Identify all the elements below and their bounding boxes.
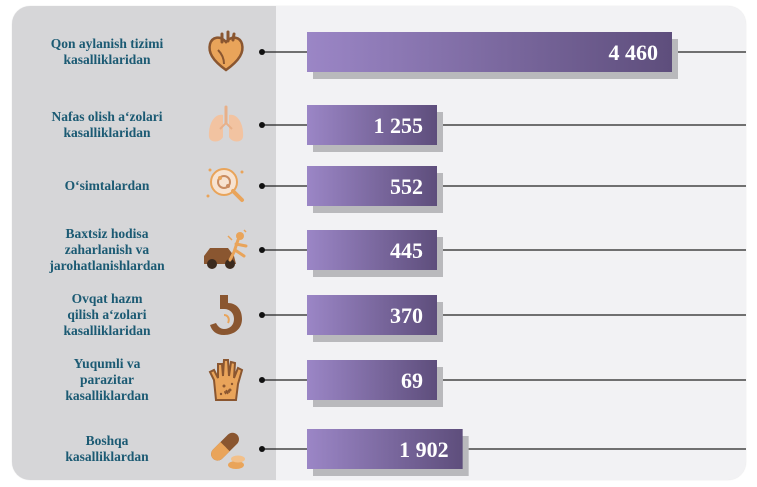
category-label-line: Yuqumli va (73, 356, 141, 371)
row-connector-dot (259, 377, 265, 383)
category-label: Baxtsiz hodisa zaharlanish va jarohatlanis… (12, 226, 202, 274)
category-label-line: parazitar (80, 372, 134, 387)
bar (307, 166, 437, 206)
category-label-line: Baxtsiz hodisa (65, 226, 149, 241)
bar (307, 32, 672, 72)
category-label-line: Ovqat hazm (71, 291, 143, 306)
category-label: Qon aylanish tizimi kasalliklaridan (12, 36, 202, 68)
bar-value-label: 69 (401, 368, 423, 393)
row-connector-dot (259, 183, 265, 189)
cell-magnifier-icon (202, 162, 250, 210)
category-label-line: kasalliklaridan (63, 125, 151, 140)
category-label-line: kasalliklardan (65, 449, 149, 464)
bar-value-label: 552 (390, 174, 423, 199)
category-label-line: kasalliklardan (65, 388, 149, 403)
bar (307, 360, 437, 400)
category-label-line: Boshqa (85, 433, 129, 448)
bar-value-label: 1 902 (399, 437, 449, 462)
bar-value-label: 445 (390, 238, 423, 263)
stomach-icon (202, 291, 250, 339)
bar-value-label: 1 255 (374, 113, 424, 138)
row-connector-dot (259, 446, 265, 452)
category-label: Boshqa kasalliklardan (12, 433, 202, 465)
category-label: O‘simtalardan (12, 178, 202, 194)
bar (307, 295, 437, 335)
category-label-line: O‘simtalardan (64, 178, 150, 193)
category-label-line: kasalliklaridan (63, 52, 151, 67)
category-label-line: Nafas olish a‘zolari (51, 109, 163, 124)
bar (307, 230, 437, 270)
bar (307, 429, 463, 469)
row-connector-dot (259, 49, 265, 55)
pills-icon (202, 425, 250, 473)
category-label-line: qilish a‘zolari (67, 307, 147, 322)
row-connector-dot (259, 247, 265, 253)
row-connector-dot (259, 122, 265, 128)
category-label-line: jarohatlanishlardan (49, 258, 165, 273)
bar-chart: 4 460 1 255 552 445 370 69 1 902 (259, 32, 746, 476)
hand-rash-icon (202, 356, 250, 404)
chart-card: 4 460 1 255 552 445 370 69 1 902 Qon aylanish … (12, 6, 746, 480)
category-label: Nafas olish a‘zolari kasalliklaridan (12, 109, 202, 141)
category-label: Ovqat hazm qilish a‘zolari kasalliklaridan (12, 291, 202, 339)
lungs-icon (202, 101, 250, 149)
heart-icon (202, 28, 250, 76)
car-accident-icon (202, 226, 250, 274)
category-label-line: zaharlanish va (64, 242, 150, 257)
category-label: Yuqumli va parazitar kasalliklardan (12, 356, 202, 404)
bar-value-label: 370 (390, 303, 423, 328)
bar (307, 105, 437, 145)
bar-value-label: 4 460 (609, 40, 659, 65)
category-label-line: Qon aylanish tizimi (50, 36, 164, 51)
row-connector-dot (259, 312, 265, 318)
category-label-line: kasalliklaridan (63, 323, 151, 338)
